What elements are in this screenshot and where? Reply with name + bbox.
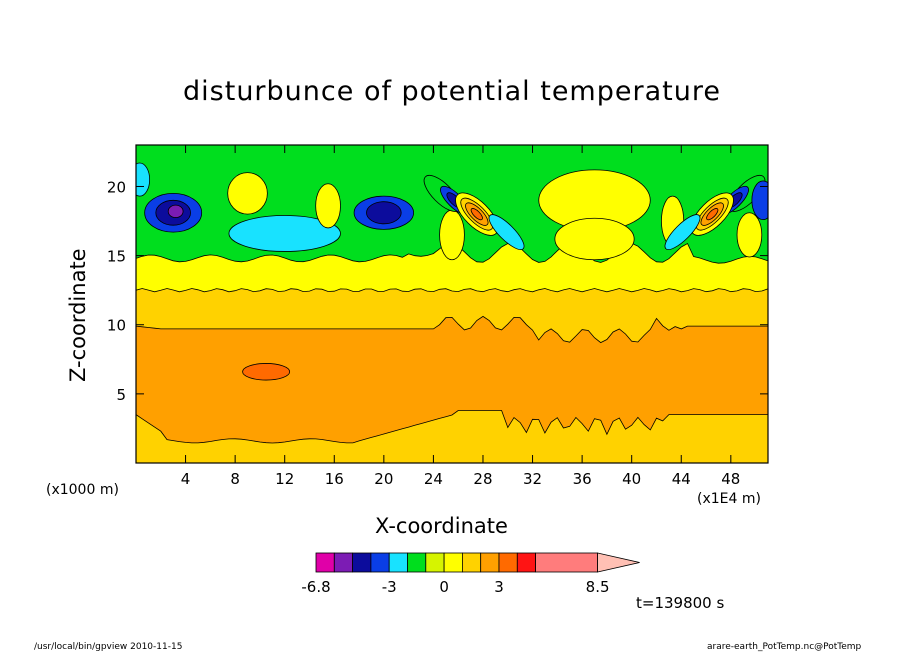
cold-cell-center — [228, 215, 341, 252]
chart-title: disturbunce of potential temperature — [183, 76, 721, 107]
footer-left: /usr/local/bin/gpview 2010-11-15 — [34, 642, 183, 652]
colorbar-label-3: 3 — [494, 578, 504, 596]
y-axis-units: (x1000 m) — [46, 482, 119, 498]
cold-cell-edge — [751, 180, 768, 221]
plot-frame — [135, 144, 769, 464]
colorbar-label-0: -6.8 — [301, 578, 330, 596]
x-axis: 4 8 12 16 20 24 28 32 36 40 44 48 — [181, 145, 740, 488]
warm-patch-mid — [554, 217, 635, 261]
colorbar-swatch-5 — [407, 552, 427, 573]
x-tick-label-11: 48 — [721, 470, 740, 488]
x-tick-label-4: 20 — [374, 470, 393, 488]
x-tick-label-5: 24 — [424, 470, 443, 488]
x-tick-label-7: 32 — [523, 470, 542, 488]
x-tick-label-3: 16 — [325, 470, 344, 488]
colorbar-label-1: -3 — [382, 578, 397, 596]
contour-field — [136, 145, 768, 463]
x-tick-label-10: 44 — [672, 470, 691, 488]
x-axis-units: (x1E4 m) — [697, 491, 761, 507]
x-tick-label-9: 40 — [622, 470, 641, 488]
colorbar-swatch-1 — [333, 552, 353, 573]
x-tick-label-2: 12 — [275, 470, 294, 488]
colorbar-arrow — [597, 552, 640, 573]
x-axis-label: X-coordinate — [375, 514, 508, 538]
wave-packet-b-stripe-8 — [664, 214, 701, 251]
warm-patch-5 — [736, 212, 763, 258]
band-2-to-3 — [136, 315, 768, 444]
colorbar-swatch-4 — [388, 552, 408, 573]
y-tick-label-1: 10 — [107, 317, 126, 335]
cold-cell-right-core — [366, 201, 402, 225]
warm-cell-low — [242, 363, 291, 381]
wave-packet-a-stripe-7 — [470, 208, 483, 221]
colorbar-swatch-9 — [480, 552, 500, 573]
x-tick-label-0: 4 — [181, 470, 191, 488]
colorbar-label-2: 0 — [439, 578, 449, 596]
colorbar-swatch-10 — [498, 552, 518, 573]
colorbar-swatch-2 — [352, 552, 372, 573]
x-tick-label-6: 28 — [473, 470, 492, 488]
colorbar-swatch-3 — [370, 552, 390, 573]
y-tick-label-0: 5 — [116, 386, 126, 404]
wave-packet-a-stripe-8 — [488, 214, 525, 251]
footer-right: arare-earth_PotTemp.nc@PotTemp — [707, 642, 862, 652]
colorbar-swatch-12 — [535, 552, 598, 573]
y-axis: 5 10 15 20 — [107, 178, 768, 404]
time-label: t=139800 s — [636, 594, 725, 612]
colorbar-swatch-11 — [516, 552, 536, 573]
colorbar-swatch-8 — [461, 552, 482, 573]
y-tick-label-3: 20 — [107, 178, 126, 196]
colorbar-swatch-7 — [443, 552, 463, 573]
cold-cell-left-core — [167, 204, 184, 218]
warm-patch-3 — [439, 209, 465, 261]
y-tick-label-2: 15 — [107, 248, 126, 266]
cold-cell-left-edge — [136, 162, 151, 197]
colorbar-swatch-6 — [425, 552, 445, 573]
colorbar-swatch-0 — [315, 552, 335, 573]
warm-patch-2 — [315, 183, 341, 229]
y-axis-label: Z-coordinate — [66, 248, 90, 382]
warm-patch-1 — [227, 172, 268, 215]
colorbar-label-4: 8.5 — [586, 578, 610, 596]
x-tick-label-8: 36 — [573, 470, 592, 488]
x-tick-label-1: 8 — [230, 470, 240, 488]
colorbar: -6.8 -3 0 3 8.5 — [301, 552, 640, 596]
wave-packet-b-stripe-7 — [706, 208, 719, 221]
